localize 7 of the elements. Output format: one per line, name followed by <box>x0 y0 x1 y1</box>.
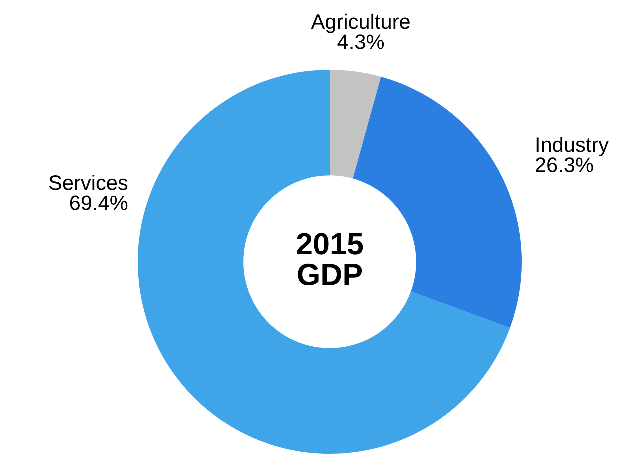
data-label: 4.3% <box>338 34 384 50</box>
slice-label: Industry <box>536 136 610 156</box>
slice-label: Agriculture <box>311 14 410 34</box>
text: 2015 GDP <box>297 233 364 286</box>
data-label: 26.3% <box>536 158 594 172</box>
slice-label: Services <box>49 175 128 190</box>
data-label: 69.4% <box>70 196 128 210</box>
